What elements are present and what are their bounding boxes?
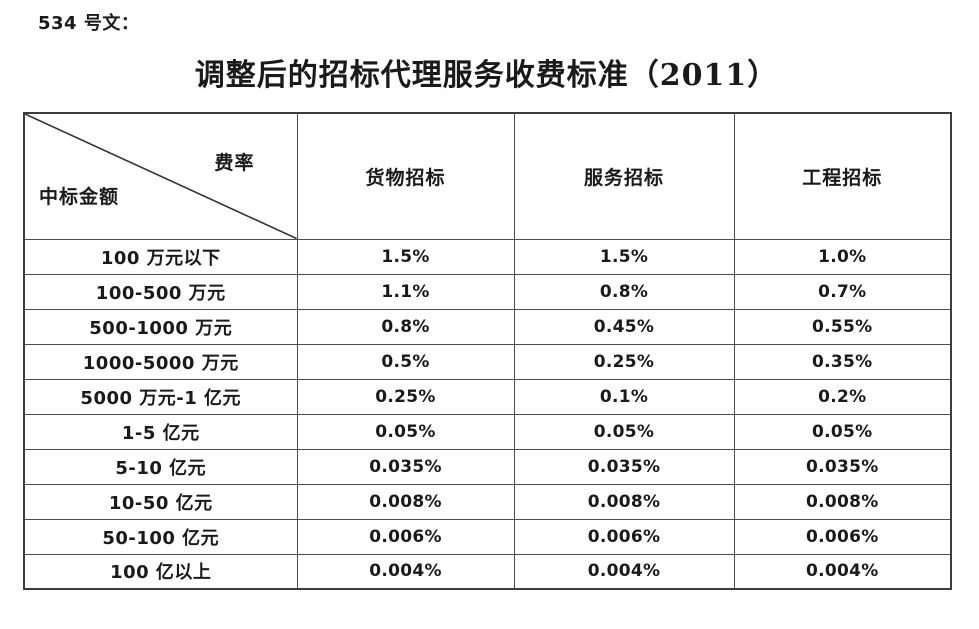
diagonal-line — [25, 114, 296, 238]
table-row: 5-10 亿元 0.035% 0.035% 0.035% — [23, 448, 952, 485]
rate-cell: 0.45% — [513, 308, 735, 345]
table-row: 100 万元以下 1.5% 1.5% 1.0% — [23, 238, 952, 275]
table-row: 500-1000 万元 0.8% 0.45% 0.55% — [23, 308, 952, 345]
table-row: 1000-5000 万元 0.5% 0.25% 0.35% — [23, 343, 952, 380]
rate-cell: 0.05% — [296, 413, 515, 450]
rate-cell: 0.05% — [733, 413, 952, 450]
rate-cell: 0.004% — [733, 553, 952, 590]
rate-cell: 0.008% — [513, 483, 735, 520]
rate-cell: 0.35% — [733, 343, 952, 380]
fee-rate-table: 费率 中标金额 货物招标 服务招标 工程招标 100 万元以下 1.5% 1.5… — [23, 112, 952, 590]
header-row: 费率 中标金额 货物招标 服务招标 工程招标 — [23, 112, 952, 240]
rate-cell: 0.8% — [513, 273, 735, 310]
row-label: 50-100 亿元 — [23, 518, 298, 555]
doc-number-label: 534 号文： — [38, 13, 140, 34]
row-label: 5000 万元-1 亿元 — [23, 378, 298, 415]
table-row: 50-100 亿元 0.006% 0.006% 0.006% — [23, 518, 952, 555]
row-label: 100-500 万元 — [23, 273, 298, 310]
rate-cell: 0.2% — [733, 378, 952, 415]
rate-cell: 0.7% — [733, 273, 952, 310]
rate-cell: 1.5% — [296, 238, 515, 275]
rate-cell: 0.035% — [733, 448, 952, 485]
rate-cell: 0.25% — [296, 378, 515, 415]
row-label: 5-10 亿元 — [23, 448, 298, 485]
row-label: 100 万元以下 — [23, 238, 298, 275]
column-header-goods: 货物招标 — [296, 112, 515, 240]
corner-label-rate: 费率 — [214, 152, 255, 174]
rate-cell: 0.008% — [733, 483, 952, 520]
row-label: 100 亿以上 — [23, 553, 298, 590]
rate-cell: 1.1% — [296, 273, 515, 310]
row-label: 500-1000 万元 — [23, 308, 298, 345]
table-row: 5000 万元-1 亿元 0.25% 0.1% 0.2% — [23, 378, 952, 415]
table-body: 100 万元以下 1.5% 1.5% 1.0% 100-500 万元 1.1% … — [23, 238, 952, 590]
rate-cell: 0.035% — [513, 448, 735, 485]
rate-cell: 0.55% — [733, 308, 952, 345]
page-title: 调整后的招标代理服务收费标准（2011） — [194, 58, 779, 93]
rate-cell: 0.25% — [513, 343, 735, 380]
rate-cell: 0.004% — [513, 553, 735, 590]
table-row: 100 亿以上 0.004% 0.004% 0.004% — [23, 553, 952, 590]
corner-label-amount: 中标金额 — [39, 185, 120, 208]
rate-cell: 0.1% — [513, 378, 735, 415]
rate-cell: 0.006% — [733, 518, 952, 555]
rate-cell: 1.0% — [733, 238, 952, 275]
table-row: 1-5 亿元 0.05% 0.05% 0.05% — [23, 413, 952, 450]
rate-cell: 0.006% — [513, 518, 735, 555]
rate-cell: 0.006% — [296, 518, 515, 555]
rate-cell: 0.035% — [296, 448, 515, 485]
rate-cell: 0.8% — [296, 308, 515, 345]
table-row: 10-50 亿元 0.008% 0.008% 0.008% — [23, 483, 952, 520]
rate-cell: 0.5% — [296, 343, 515, 380]
rate-cell: 0.008% — [296, 483, 515, 520]
row-label: 1000-5000 万元 — [23, 343, 298, 380]
rate-cell: 0.05% — [513, 413, 735, 450]
rate-cell: 0.004% — [296, 553, 515, 590]
table-header: 费率 中标金额 货物招标 服务招标 工程招标 — [23, 112, 952, 240]
table-row: 100-500 万元 1.1% 0.8% 0.7% — [23, 273, 952, 310]
diagonal-corner-cell: 费率 中标金额 — [23, 112, 298, 240]
row-label: 1-5 亿元 — [23, 413, 298, 450]
column-header-engineering: 工程招标 — [733, 112, 952, 240]
rate-cell: 1.5% — [513, 238, 735, 275]
column-header-services: 服务招标 — [513, 112, 735, 240]
row-label: 10-50 亿元 — [23, 483, 298, 520]
